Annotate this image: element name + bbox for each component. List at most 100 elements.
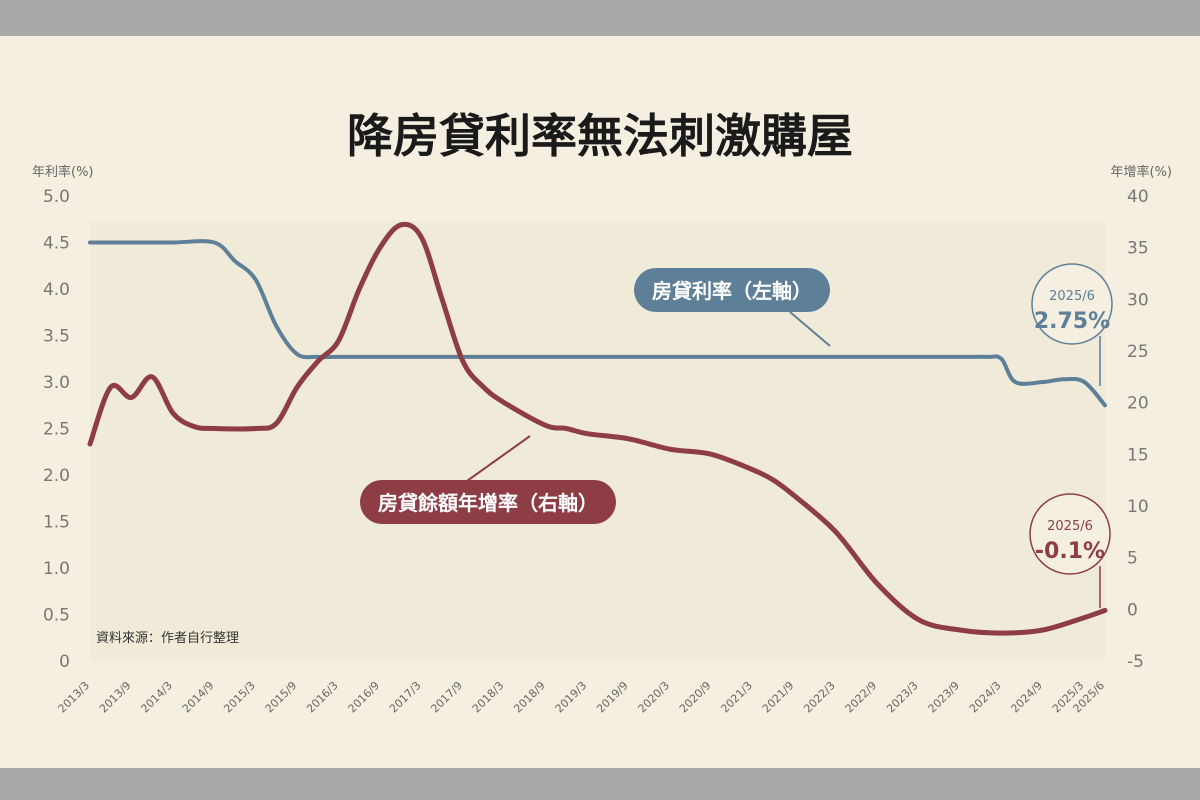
rate-label-pointer [789, 311, 831, 347]
loan-growth-point [255, 427, 257, 430]
mortgage-rate-point [296, 353, 298, 355]
y-right-tick-label: 20 [1127, 394, 1149, 414]
mortgage-rate-point [89, 241, 91, 244]
x-tick-label: 2019/3 [553, 679, 590, 716]
mortgage-rate-point [752, 356, 754, 358]
mortgage-rate-point [710, 356, 713, 358]
rate-series-label-text: 房貸利率（左軸） [652, 279, 812, 303]
loan-growth-point [1042, 629, 1044, 631]
y-left-tick-label: 1.5 [43, 513, 70, 533]
y-right-tick-label: 30 [1127, 290, 1149, 310]
loan-growth-point [483, 386, 485, 388]
y-right-ticks: 40 35 30 25 20 15 10 5 0 -5 [1127, 187, 1149, 672]
loan-growth-point [773, 479, 775, 481]
x-tick-label: 2016/9 [346, 679, 383, 716]
loan-growth-point [959, 629, 961, 631]
rate-series-label: 房貸利率（左軸） [634, 268, 830, 312]
mortgage-rate-point [669, 356, 671, 358]
chart: 降房貸利率無法刺激購屋 年利率(%) 年增率(%) 5.0 4.5 4.0 3.5 3.… [32, 109, 1173, 716]
loan-growth-point [503, 402, 505, 404]
loan-growth-point [400, 224, 402, 226]
y-left-tick-label: 4.5 [43, 234, 70, 254]
x-tick-label: 2023/9 [926, 679, 963, 716]
mortgage-rate-point [379, 356, 381, 358]
y-left-tick-label: 4.0 [43, 280, 70, 300]
mortgage-rate-point [1083, 381, 1085, 383]
loan-growth-point [628, 438, 630, 440]
loan-growth-point [441, 298, 443, 300]
mortgage-rate-point [213, 241, 215, 244]
x-tick-label: 2016/3 [304, 679, 341, 716]
y-right-tick-label: 15 [1127, 445, 1149, 465]
y-right-tick-label: 40 [1127, 187, 1149, 207]
loan-growth-point [130, 396, 132, 399]
x-tick-label: 2014/3 [138, 679, 175, 716]
x-tick-label: 2015/3 [221, 679, 258, 716]
loan-growth-point [876, 582, 878, 585]
growth-label-pointer [459, 435, 531, 487]
loan-growth-point [317, 360, 319, 362]
mortgage-rate-point [959, 356, 961, 358]
loan-growth-point [338, 340, 340, 342]
y-right-tick-label: 5 [1127, 549, 1138, 569]
loan-growth-point [420, 236, 422, 238]
x-tick-label: 2017/3 [387, 679, 424, 716]
y-left-tick-label: 3.0 [43, 373, 70, 393]
x-tick-label: 2014/9 [180, 679, 217, 716]
mortgage-rate-point [628, 356, 630, 358]
x-tick-label: 2022/9 [843, 679, 880, 716]
y-left-tick-label: 1.0 [43, 559, 70, 579]
mortgage-rate-line [88, 239, 1107, 408]
growth-annotation-value: -0.1% [1035, 539, 1105, 564]
mortgage-rate-point [545, 356, 547, 358]
mortgage-rate-point [793, 356, 795, 358]
loan-growth-point [110, 386, 112, 388]
loan-growth-point [586, 433, 588, 435]
mortgage-rate-point [1014, 381, 1016, 383]
loan-growth-point [752, 469, 754, 471]
loan-growth-point [1083, 617, 1085, 619]
x-tick-label: 2020/9 [677, 679, 714, 716]
mortgage-rate-point [503, 356, 505, 358]
mortgage-rate-point [275, 325, 277, 327]
loan-growth-point [669, 448, 671, 450]
chart-canvas: 降房貸利率無法刺激購屋 年利率(%) 年增率(%) 5.0 4.5 4.0 3.5 3.… [0, 36, 1200, 768]
mortgage-rate-point [338, 356, 340, 358]
mortgage-rate-point [918, 356, 920, 358]
y-left-ticks: 5.0 4.5 4.0 3.5 3.0 2.5 2.0 1.5 1.0 0.5 0 [43, 187, 70, 672]
x-tick-label: 2017/9 [428, 679, 465, 716]
x-tick-label: 2024/9 [1008, 679, 1045, 716]
growth-annotation-date: 2025/6 [1047, 519, 1093, 534]
loan-growth-point [462, 360, 464, 362]
mortgage-rate-point [876, 356, 878, 358]
y-left-tick-label: 2.5 [43, 420, 70, 440]
mortgage-rate-point [1042, 381, 1044, 383]
x-ticks: 2013/3 2013/9 2014/3 2014/9 2015/3 2015/9 2016… [56, 679, 1108, 716]
growth-series-label-text: 房貸餘額年增率（右軸） [378, 491, 598, 515]
mortgage-rate-point [317, 356, 319, 358]
loan-growth-point [545, 424, 547, 426]
loan-growth-point [793, 495, 795, 497]
chart-title: 降房貸利率無法刺激購屋 [347, 109, 853, 163]
mortgage-rate-point [586, 356, 588, 358]
x-tick-label: 2023/3 [884, 679, 921, 716]
y-left-tick-label: 0.5 [43, 606, 70, 626]
mortgage-rate-point [420, 356, 422, 358]
rate-annotation-date: 2025/6 [1049, 289, 1095, 304]
loan-growth-point [275, 422, 277, 424]
y-left-tick-label: 0 [59, 652, 70, 672]
loan-growth-point [565, 427, 568, 430]
loan-growth-point [1104, 609, 1106, 612]
loan-growth-point [1000, 632, 1003, 634]
y-left-tick-label: 3.5 [43, 327, 70, 347]
loan-growth-point [172, 412, 174, 414]
mortgage-rate-point [1104, 404, 1106, 406]
loan-growth-point [710, 453, 713, 455]
x-tick-label: 2019/9 [594, 679, 631, 716]
y-right-tick-label: 10 [1127, 497, 1149, 517]
mortgage-rate-point [1063, 378, 1065, 380]
y-axis-right-label: 年增率(%) [1111, 164, 1173, 180]
y-right-tick-label: -5 [1127, 652, 1144, 672]
mortgage-rate-point [130, 241, 132, 244]
x-tick-label: 2013/3 [56, 679, 93, 716]
